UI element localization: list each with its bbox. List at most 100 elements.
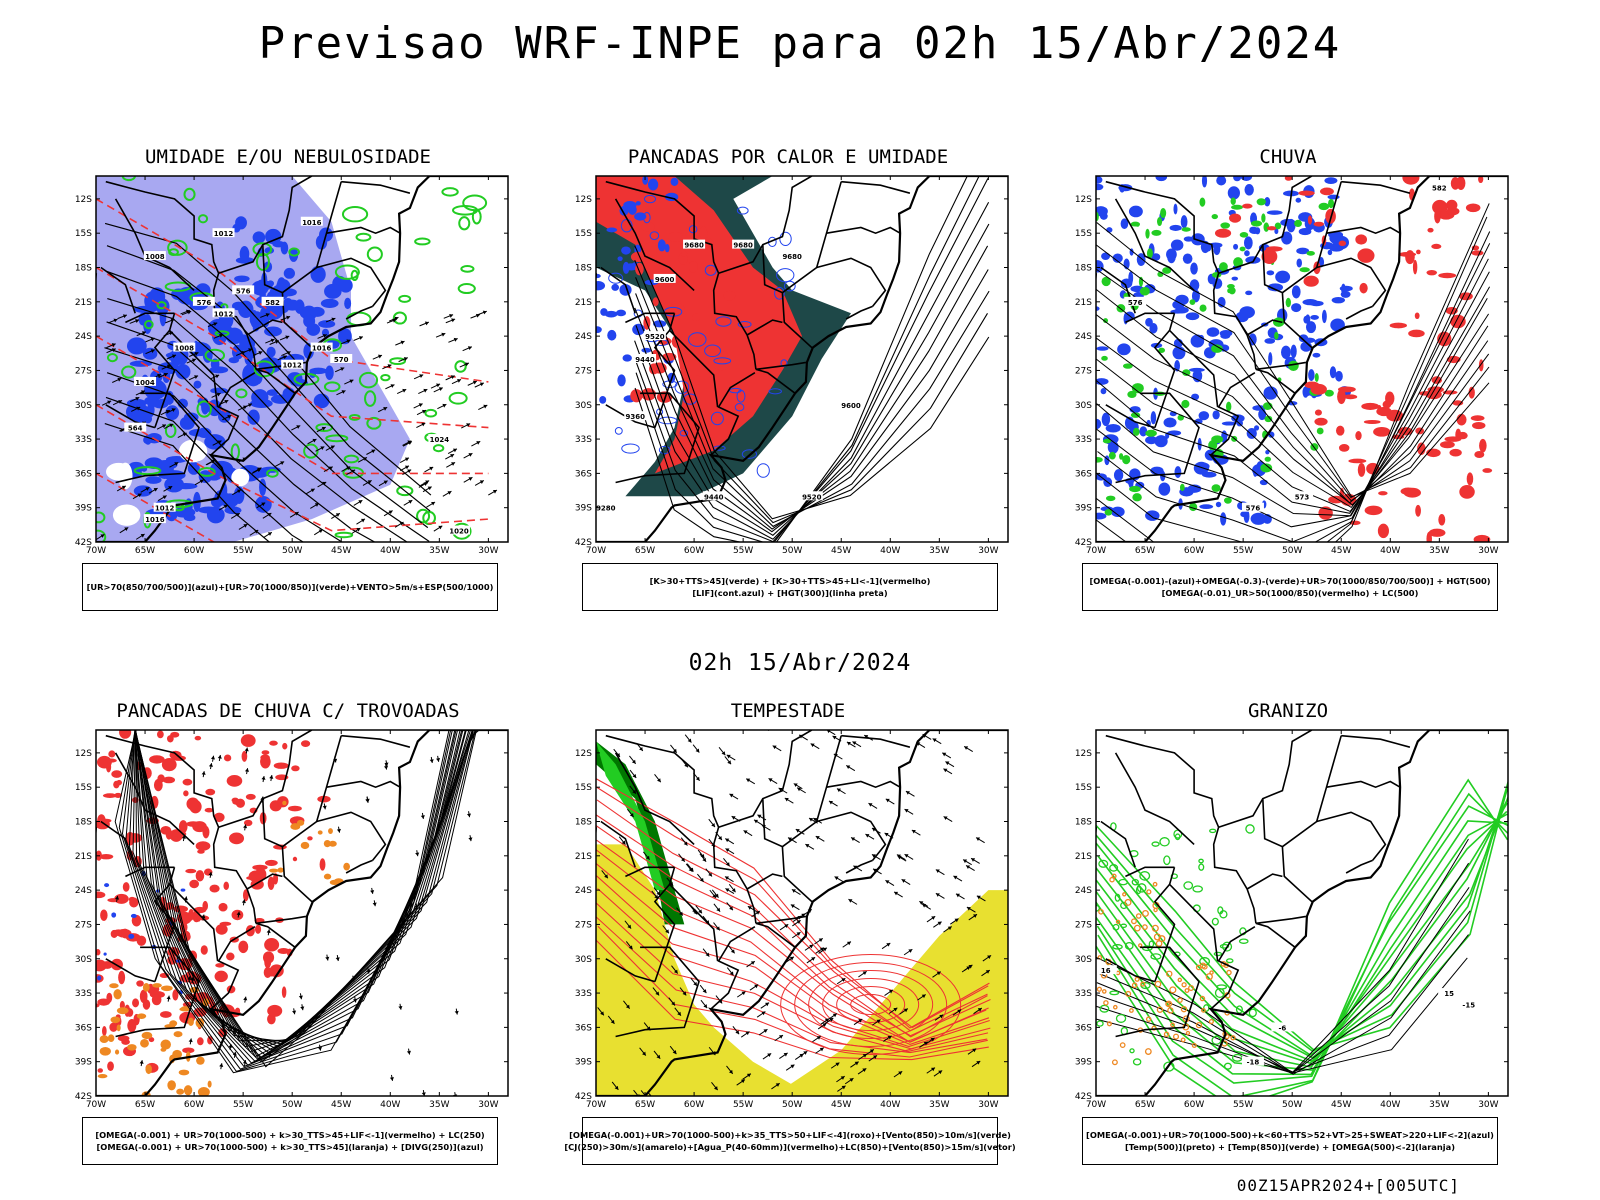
green-moisture-contour bbox=[197, 467, 216, 477]
arrow-head bbox=[724, 876, 729, 881]
state-border bbox=[762, 244, 813, 349]
wind-vector bbox=[790, 904, 800, 911]
omega-red-cell bbox=[1364, 505, 1383, 516]
omega-blue-cell bbox=[1281, 231, 1293, 245]
convective-red-cell bbox=[186, 821, 201, 827]
state-border bbox=[153, 883, 176, 982]
omega-blue-cell bbox=[1267, 283, 1284, 292]
convective-red-cell bbox=[161, 758, 177, 772]
state-border bbox=[105, 958, 156, 983]
lif-blue-cell bbox=[617, 256, 623, 262]
lon-tick-label: 70W bbox=[1086, 546, 1106, 556]
wind-vector bbox=[836, 788, 846, 795]
humidity-blue-cell bbox=[324, 283, 342, 299]
convective-orange-cell bbox=[107, 1034, 115, 1043]
omega-red-cell bbox=[1470, 415, 1485, 422]
arrow-head bbox=[266, 929, 271, 934]
omega-red-cell bbox=[1412, 259, 1418, 275]
li-red-cell bbox=[713, 360, 730, 371]
lat-tick-label: 30S bbox=[575, 955, 592, 965]
state-border bbox=[614, 752, 695, 845]
arrow-head bbox=[687, 738, 692, 743]
wind-vector bbox=[451, 379, 462, 385]
convective-orange-cell bbox=[328, 828, 333, 834]
arrow-head bbox=[425, 480, 430, 485]
jet-yellow-area bbox=[772, 890, 1008, 1096]
wind-vector bbox=[625, 941, 633, 950]
arrow-head bbox=[716, 907, 721, 912]
lat-tick-label: 12S bbox=[1075, 749, 1092, 759]
convective-red-cell bbox=[226, 774, 243, 787]
wind-vector bbox=[865, 1049, 875, 1056]
lon-tick-label: 60W bbox=[1184, 546, 1204, 556]
wind-vector bbox=[779, 923, 789, 931]
arrow-head bbox=[797, 787, 802, 792]
omega500-orange-cell bbox=[1140, 981, 1146, 987]
convective-red-cell bbox=[107, 1061, 114, 1072]
lif-contour bbox=[734, 403, 745, 412]
green-moisture-contour bbox=[389, 357, 406, 366]
arrow-head bbox=[693, 981, 698, 986]
arrow-head bbox=[768, 778, 773, 782]
contour-label-bg bbox=[143, 514, 166, 524]
convective-orange-cell bbox=[110, 1016, 121, 1024]
streamline-arrow bbox=[269, 775, 274, 782]
arrow-head bbox=[166, 995, 171, 1000]
wind-vector bbox=[277, 355, 288, 361]
arrow-head bbox=[335, 957, 340, 961]
wind-vector bbox=[416, 409, 427, 416]
lat-tick-label: 12S bbox=[75, 195, 92, 205]
water-red-contour bbox=[836, 986, 906, 1023]
streamline-arrow bbox=[217, 754, 222, 761]
convective-red-cell bbox=[136, 980, 144, 987]
omega500-orange-cell bbox=[1230, 1035, 1236, 1041]
wind-vector bbox=[463, 476, 473, 483]
arrow-head bbox=[111, 348, 116, 353]
omega-red-cell bbox=[1338, 240, 1347, 246]
state-border bbox=[105, 404, 156, 429]
arrow-head bbox=[208, 763, 213, 767]
omega-red-cell bbox=[1471, 250, 1484, 256]
wind-vector bbox=[695, 905, 703, 914]
contour-label-bg bbox=[1271, 1022, 1294, 1032]
lon-tick-label: 45W bbox=[1331, 1100, 1351, 1110]
contour-label: 9520 bbox=[645, 333, 665, 341]
wind-vector bbox=[420, 480, 430, 486]
arrow-head bbox=[322, 481, 327, 486]
temp850-green-cell bbox=[1183, 881, 1194, 890]
arrow-head bbox=[421, 422, 426, 427]
arrow-head bbox=[157, 373, 162, 378]
arrow-head bbox=[822, 1023, 827, 1027]
arrow-head bbox=[450, 454, 455, 458]
arrow-head bbox=[824, 1018, 829, 1023]
convective-red-cell bbox=[99, 854, 114, 860]
arrow-head bbox=[387, 364, 392, 369]
arrow-head bbox=[438, 387, 443, 391]
lon-tick-label: 45W bbox=[1331, 546, 1351, 556]
arrow-head bbox=[896, 854, 901, 859]
arrow-head bbox=[790, 904, 795, 909]
wind-vector bbox=[725, 838, 735, 845]
legend-box: [UR>70(850/700/500)](azul)+[UR>70(1000/8… bbox=[82, 563, 498, 611]
omega-red-cell bbox=[1428, 528, 1446, 537]
arrow-head bbox=[614, 1085, 619, 1090]
arrow-head bbox=[702, 989, 707, 994]
wind-vector bbox=[238, 523, 248, 530]
arrow-head bbox=[735, 1030, 740, 1035]
convective-orange-cell bbox=[343, 862, 351, 871]
temp850-green-cell bbox=[1132, 1058, 1142, 1066]
wind-vector bbox=[926, 915, 936, 923]
omega500-orange-cell bbox=[1199, 995, 1206, 1002]
convective-red-cell bbox=[205, 788, 216, 796]
lat-tick-label: 24S bbox=[575, 332, 592, 342]
wind-vector bbox=[140, 486, 150, 493]
wind-vector bbox=[774, 1034, 784, 1042]
convective-orange-cell bbox=[140, 1038, 149, 1048]
contour-label-bg bbox=[1438, 988, 1461, 998]
lon-tick-label: 50W bbox=[782, 1100, 802, 1110]
streamline-arrow bbox=[336, 826, 341, 833]
contour-label-bg bbox=[1291, 491, 1313, 501]
omega-green-cell bbox=[1182, 369, 1191, 377]
wind-vector bbox=[818, 947, 828, 954]
green-moisture-contour bbox=[235, 388, 248, 399]
